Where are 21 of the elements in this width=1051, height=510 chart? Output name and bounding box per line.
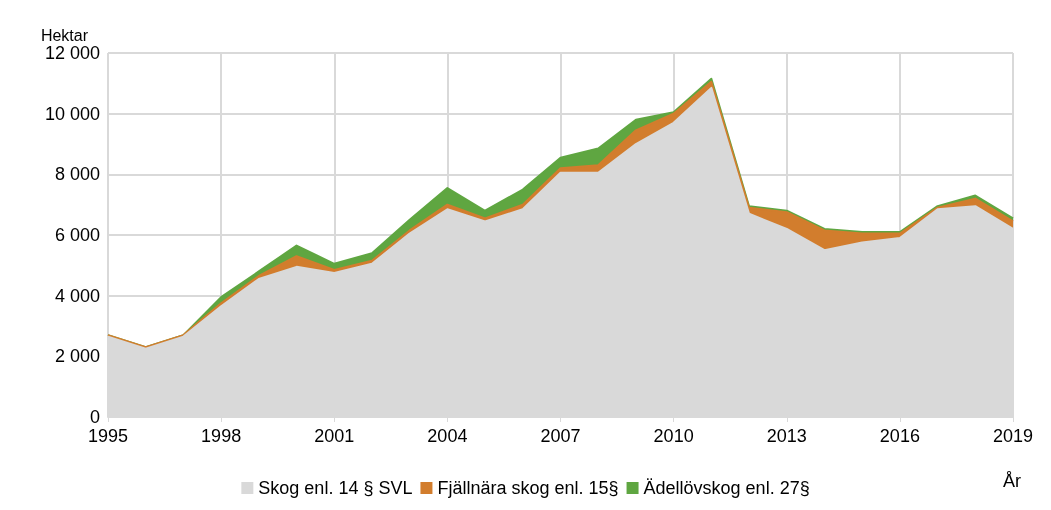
x-tick-label: 2016 — [879, 426, 920, 446]
legend-label: Skog enl. 14 § SVL — [258, 478, 413, 498]
y-tick-label: 2 000 — [54, 346, 100, 367]
x-tick-label: 1995 — [87, 426, 129, 446]
y-tick-label: 10 000 — [44, 103, 100, 124]
x-axis-title: År — [1003, 471, 1022, 491]
y-tick-label: 12 000 — [44, 43, 100, 63]
x-tick-label: 2007 — [540, 426, 581, 446]
x-tick-label: 2001 — [314, 426, 355, 446]
y-tick-label: 8 000 — [54, 164, 100, 185]
x-tick-label: 2010 — [653, 426, 694, 446]
y-axis-title: Hektar — [40, 26, 89, 44]
legend-label: Fjällnära skog enl. 15§ — [437, 478, 619, 498]
y-tick-label: 6 000 — [54, 225, 100, 245]
y-tick-label: 0 — [89, 407, 100, 427]
y-tick-label: 4 000 — [54, 285, 100, 306]
x-tick-label: 2013 — [766, 426, 807, 446]
legend-label: Ädellövskog enl. 27§ — [643, 478, 810, 498]
x-tick-label: 2004 — [427, 426, 468, 446]
x-tick-label: 1998 — [201, 426, 242, 446]
x-tick-label: 2019 — [992, 426, 1034, 446]
